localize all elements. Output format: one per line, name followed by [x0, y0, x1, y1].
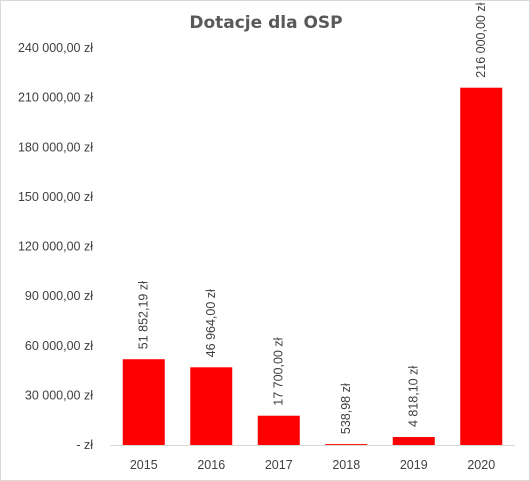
x-tick-label: 2019 [400, 458, 428, 472]
y-tick-label: 60 000,00 zł [25, 339, 93, 353]
bars [122, 87, 503, 445]
y-tick-label: 240 000,00 zł [18, 41, 93, 55]
x-tick-label: 2017 [265, 458, 293, 472]
data-label: 17 700,00 zł [272, 337, 286, 405]
bar [392, 437, 435, 445]
bar [257, 415, 300, 445]
bar [325, 444, 368, 445]
y-axis-labels: - zł 30 000,00 zł 60 000,00 zł 90 000,00 zł… [18, 41, 93, 452]
chart-title: Dotacje dla OSP [189, 13, 343, 33]
y-tick-label: - zł [76, 438, 93, 452]
bar [460, 87, 503, 445]
x-tick-label: 2020 [467, 458, 495, 472]
bar [122, 359, 165, 445]
data-label: 51 852,19 zł [137, 281, 151, 349]
y-tick-label: 30 000,00 zł [25, 388, 93, 402]
y-tick-label: 120 000,00 zł [18, 240, 93, 254]
x-tick-label: 2018 [332, 458, 360, 472]
data-label: 216 000,00 zł [474, 2, 488, 77]
x-axis-labels: 2015 2016 2017 2018 2019 2020 [130, 458, 495, 472]
data-label: 46 964,00 zł [204, 289, 218, 357]
data-label: 4 818,10 zł [407, 366, 421, 427]
y-tick-label: 150 000,00 zł [18, 190, 93, 204]
y-tick-label: 210 000,00 zł [18, 91, 93, 105]
bar [190, 367, 233, 445]
x-tick-label: 2015 [130, 458, 158, 472]
data-labels: 51 852,19 zł 46 964,00 zł 17 700,00 zł 538,… [137, 2, 489, 434]
y-tick-label: 180 000,00 zł [18, 140, 93, 154]
data-label: 538,98 zł [339, 383, 353, 434]
x-tick-label: 2016 [197, 458, 225, 472]
y-tick-label: 90 000,00 zł [25, 289, 93, 303]
